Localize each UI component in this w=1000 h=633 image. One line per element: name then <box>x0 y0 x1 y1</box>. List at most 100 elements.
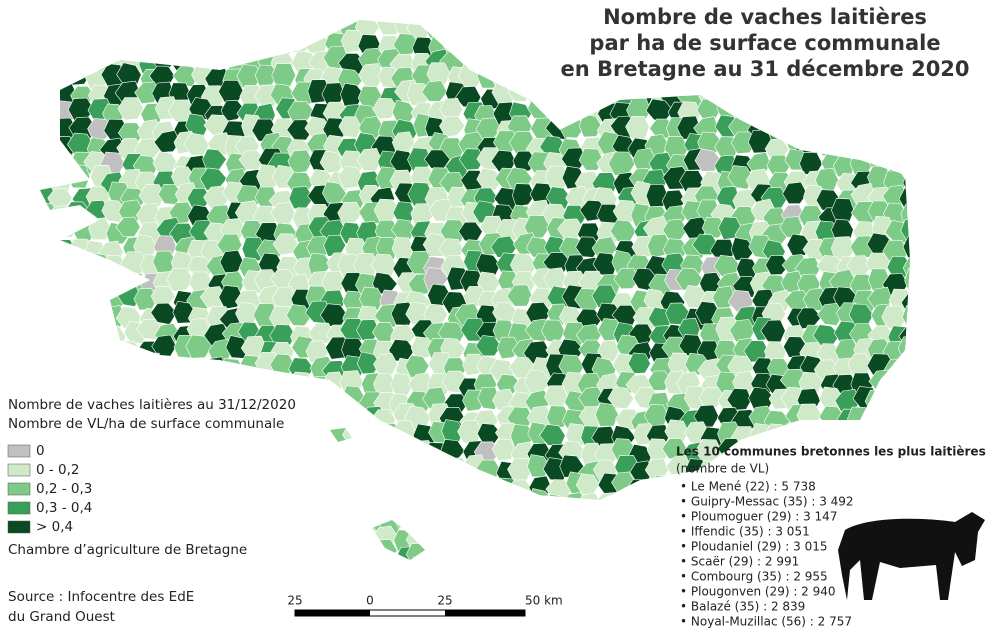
commune <box>272 233 299 256</box>
commune <box>599 505 622 529</box>
commune <box>884 151 910 174</box>
commune <box>72 321 98 345</box>
commune <box>574 524 600 547</box>
commune <box>511 183 536 208</box>
commune <box>529 559 558 560</box>
commune <box>899 118 910 141</box>
commune <box>872 408 897 433</box>
commune <box>455 540 483 560</box>
commune <box>52 436 78 460</box>
commune <box>726 388 752 411</box>
commune <box>40 253 45 278</box>
commune <box>422 491 450 515</box>
commune <box>185 20 211 39</box>
commune <box>171 436 198 461</box>
commune <box>871 455 897 479</box>
commune <box>52 29 79 54</box>
commune <box>477 20 504 25</box>
commune <box>607 386 635 410</box>
commune <box>239 441 263 466</box>
commune <box>200 375 227 399</box>
commune <box>40 118 55 142</box>
commune <box>506 284 533 307</box>
commune <box>457 509 485 533</box>
commune <box>898 494 910 518</box>
commune <box>153 513 178 535</box>
commune <box>273 489 299 513</box>
commune <box>271 453 296 477</box>
commune <box>361 0 383 19</box>
commune <box>237 455 264 479</box>
commune <box>496 20 522 40</box>
commune <box>831 118 857 139</box>
commune <box>870 473 897 496</box>
commune <box>40 351 60 375</box>
commune <box>836 85 863 110</box>
commune <box>303 490 329 514</box>
commune <box>40 218 57 242</box>
commune <box>492 20 518 22</box>
commune <box>768 458 792 482</box>
commune <box>710 82 736 107</box>
commune <box>472 526 498 549</box>
commune <box>356 351 381 375</box>
commune <box>40 219 45 242</box>
top-list: Les 10 communes bretonnes les plus laiti… <box>287 445 985 629</box>
commune <box>320 455 344 478</box>
commune <box>444 564 469 586</box>
commune <box>817 302 844 326</box>
commune <box>544 562 569 583</box>
commune <box>98 440 125 463</box>
commune <box>847 406 873 431</box>
title-line: en Bretagne au 31 décembre 2020 <box>560 57 969 81</box>
commune <box>40 336 41 361</box>
commune <box>222 437 248 462</box>
commune <box>817 471 843 495</box>
commune <box>901 305 910 328</box>
commune <box>764 423 790 446</box>
commune <box>493 556 521 560</box>
commune <box>40 115 46 139</box>
commune <box>86 355 111 379</box>
commune <box>471 50 500 75</box>
commune <box>870 135 897 160</box>
commune <box>643 491 672 516</box>
commune <box>286 304 313 327</box>
commune <box>472 20 499 37</box>
commune <box>50 301 77 326</box>
commune <box>122 20 149 42</box>
commune <box>459 20 485 42</box>
commune <box>40 286 57 308</box>
commune <box>40 267 45 291</box>
commune <box>732 371 756 394</box>
commune <box>444 506 471 530</box>
commune <box>271 30 295 54</box>
commune <box>461 490 486 513</box>
commune <box>889 405 910 429</box>
commune <box>852 476 877 499</box>
legend-swatch <box>7 501 31 515</box>
commune <box>201 30 227 54</box>
commune <box>269 556 295 560</box>
commune <box>373 353 398 376</box>
commune <box>628 556 657 560</box>
commune <box>424 529 451 553</box>
commune <box>135 438 163 462</box>
commune <box>326 542 351 560</box>
commune <box>716 186 740 210</box>
scale-label: 50 km <box>525 594 563 608</box>
commune <box>40 357 45 378</box>
commune <box>491 438 517 461</box>
commune <box>116 510 145 534</box>
commune <box>457 0 481 19</box>
commune <box>289 420 314 444</box>
commune <box>847 86 876 111</box>
commune <box>182 375 210 400</box>
commune <box>336 494 363 519</box>
commune <box>49 375 78 398</box>
commune <box>388 458 416 483</box>
commune <box>81 370 110 394</box>
commune <box>226 511 251 535</box>
commune <box>511 50 538 74</box>
